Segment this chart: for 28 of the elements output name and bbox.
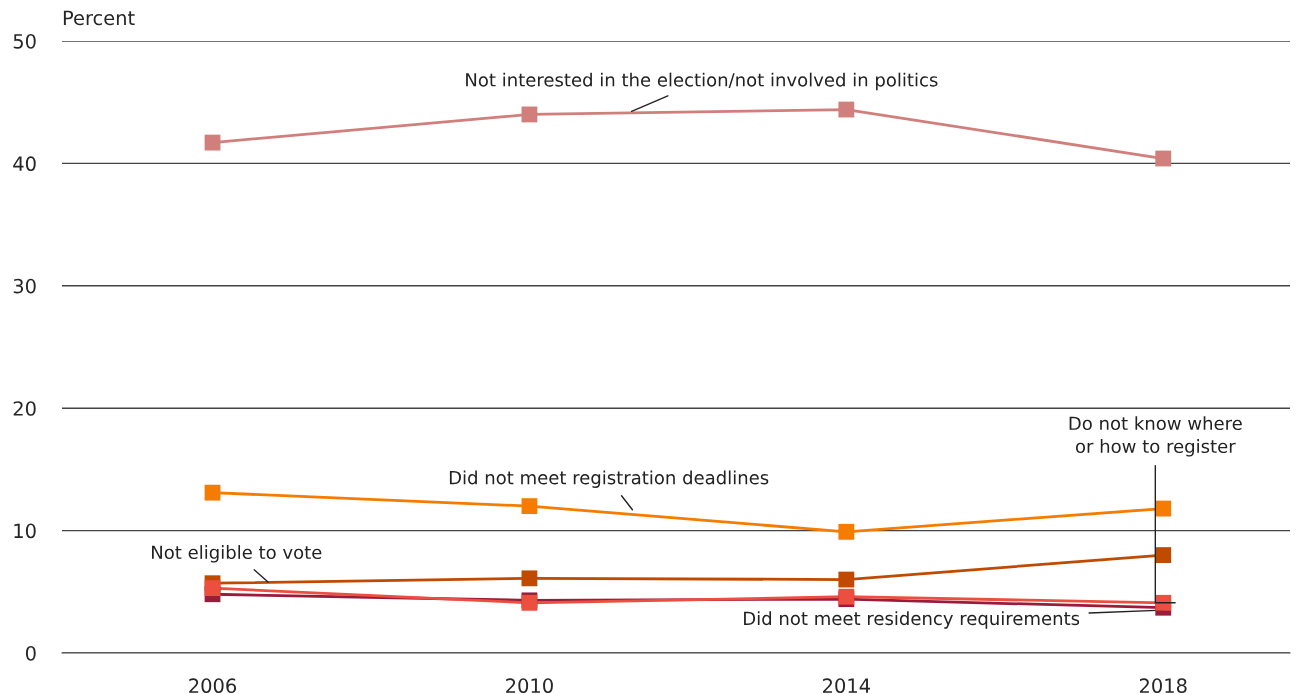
series-label: Not eligible to vote [152, 545, 322, 563]
series-label: Not interested in the election/not involved in politics [466, 72, 938, 91]
point [838, 571, 855, 588]
point [1155, 547, 1172, 563]
y-tick-label: 10 [14, 523, 36, 539]
x-tick-label: 2006 [189, 678, 237, 694]
point [204, 484, 221, 501]
point [521, 570, 538, 587]
point [1155, 150, 1172, 167]
y-tick-label: 40 [13, 156, 36, 172]
point [204, 580, 221, 597]
point [521, 106, 538, 123]
point [838, 523, 855, 540]
y-tick-label: 50 [13, 33, 36, 49]
x-tick-label: 2010 [506, 678, 553, 694]
y-tick-label: 30 [13, 278, 36, 294]
y-tick-label: 20 [13, 401, 36, 416]
series-label: Did not meet residency requirements [744, 611, 1080, 629]
point [1155, 500, 1172, 517]
point [204, 134, 221, 151]
y-tick-label: 0 [25, 645, 36, 661]
point [838, 101, 855, 118]
series-label: Did not meet registration deadlines [449, 470, 769, 488]
x-tick-label: 2014 [823, 678, 870, 694]
x-tick-label: 2018 [1139, 678, 1187, 694]
text: Do not know where or how to register [1069, 416, 1242, 457]
point [521, 498, 538, 515]
y-axis-title: Percent [63, 10, 135, 26]
